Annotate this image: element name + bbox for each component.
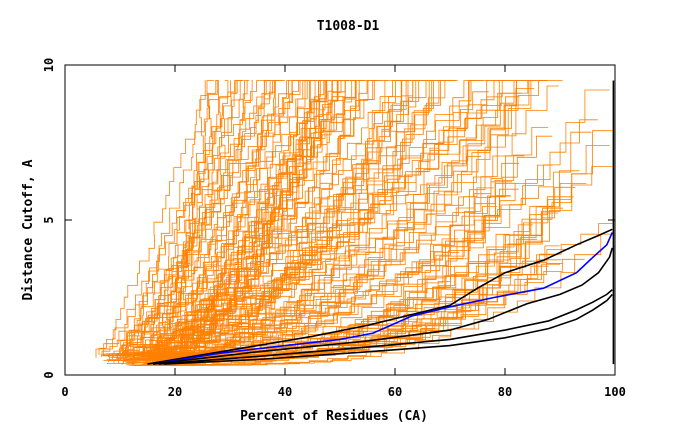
- model-curve: [164, 80, 326, 360]
- series-blue-model: [152, 232, 614, 365]
- model-curve: [120, 80, 266, 362]
- background-model-curves: [95, 80, 613, 366]
- model-curve: [151, 80, 360, 356]
- y-axis-label: Distance Cutoff, A: [21, 159, 36, 300]
- model-curve: [125, 96, 520, 364]
- model-curve: [148, 125, 501, 366]
- model-curve: [171, 80, 410, 365]
- y-tick-label: 10: [42, 58, 56, 72]
- model-curve: [116, 80, 359, 359]
- model-curve: [170, 80, 206, 362]
- series-black-mid: [152, 247, 614, 365]
- model-curve: [147, 80, 347, 365]
- model-curve: [129, 80, 298, 356]
- model-curve: [142, 80, 341, 358]
- y-tick-label: 5: [42, 216, 56, 223]
- x-axis-label: Percent of Residues (CA): [240, 409, 428, 424]
- y-tick-label: 0: [42, 371, 56, 378]
- x-tick-label: 80: [498, 385, 512, 399]
- model-curve: [123, 80, 276, 355]
- model-curve: [173, 80, 409, 355]
- model-curve: [155, 244, 521, 366]
- model-curve: [95, 80, 308, 358]
- model-curve: [106, 80, 456, 364]
- x-axis-ticks: 0 20 40 60 80 100: [61, 65, 626, 399]
- series-black-top: [147, 228, 613, 365]
- model-curve: [118, 80, 244, 364]
- x-tick-label: 60: [388, 385, 402, 399]
- model-curve: [153, 80, 349, 361]
- y-axis-ticks: 0 5 10: [42, 58, 615, 379]
- model-curve: [148, 80, 366, 361]
- model-curve: [146, 263, 560, 362]
- model-curve: [108, 80, 495, 358]
- model-curve: [145, 80, 361, 357]
- series-black-low-2: [163, 293, 613, 365]
- model-curve: [113, 80, 249, 363]
- model-curve: [158, 80, 309, 354]
- series-black-low-1: [158, 289, 613, 365]
- model-curve: [155, 197, 329, 361]
- plot-area: 0 20 40 60 80 100 0 5 10: [42, 58, 626, 399]
- x-tick-label: 40: [278, 385, 292, 399]
- model-curve: [163, 80, 218, 361]
- model-curve: [172, 259, 562, 365]
- x-tick-label: 0: [61, 385, 68, 399]
- model-curve: [98, 80, 214, 355]
- model-curve: [103, 80, 542, 357]
- model-curve: [141, 80, 312, 356]
- model-curve: [125, 80, 301, 359]
- model-curve: [172, 80, 378, 360]
- model-curve: [152, 80, 229, 354]
- model-curve: [183, 80, 477, 362]
- model-curve: [122, 80, 238, 364]
- model-curve: [124, 80, 316, 357]
- x-tick-label: 20: [168, 385, 182, 399]
- x-tick-label: 100: [604, 385, 626, 399]
- model-curve: [166, 80, 373, 359]
- model-curve: [126, 80, 458, 354]
- highlighted-model-curves: [147, 80, 615, 365]
- chart-title: T1008-D1: [317, 19, 380, 34]
